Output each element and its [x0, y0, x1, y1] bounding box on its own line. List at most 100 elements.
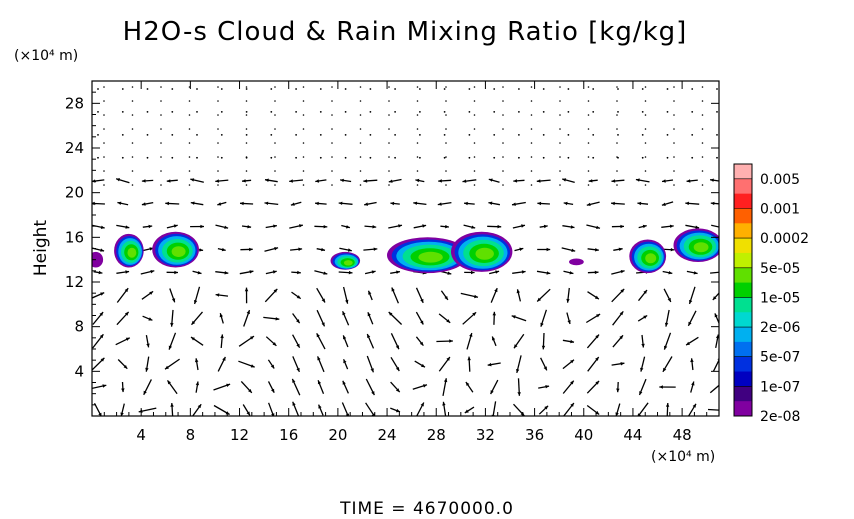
vector-dot — [121, 111, 124, 113]
vector-head — [444, 296, 448, 300]
vector-dot — [443, 134, 446, 136]
vector-head — [720, 270, 724, 273]
x-tick-label: 36 — [525, 426, 544, 444]
vector-dot — [270, 111, 273, 113]
grid-dot — [530, 86, 533, 88]
grid-dot — [701, 184, 704, 186]
vector-head — [273, 224, 277, 228]
vector-dot — [171, 88, 174, 90]
grid-dot — [530, 100, 533, 102]
grid-dot — [245, 128, 248, 130]
vector-shaft — [707, 408, 719, 411]
x-tick-label: 24 — [378, 426, 397, 444]
colorbar-label: 2e-06 — [760, 320, 800, 336]
vector-head — [367, 334, 371, 338]
vector-dot — [319, 88, 322, 90]
vector-head — [474, 294, 478, 299]
vector-head — [488, 178, 493, 182]
vector-head — [368, 290, 372, 295]
vector-dot — [344, 111, 347, 113]
vector-head — [124, 311, 129, 316]
vector-head — [371, 270, 376, 274]
vector-head — [124, 288, 129, 293]
grid-dot — [160, 128, 162, 130]
vector-dot — [344, 134, 347, 136]
vector-head — [665, 403, 670, 407]
vector-dot — [369, 156, 372, 159]
vector-head — [100, 357, 105, 362]
grid-dot — [445, 184, 447, 186]
grid-dot — [445, 114, 447, 116]
grid-dot — [274, 170, 276, 172]
grid-dot — [587, 86, 590, 88]
grid-dot — [188, 170, 191, 172]
vector-head — [570, 339, 574, 344]
vector-head — [171, 298, 176, 303]
grid-dot — [502, 100, 504, 102]
vector-head — [193, 300, 198, 304]
vector-head — [464, 201, 468, 206]
vector-head — [618, 247, 623, 251]
vector-head — [315, 201, 319, 206]
vector-head — [686, 341, 690, 346]
vector-dot — [592, 111, 595, 113]
grid-dot — [616, 128, 618, 130]
vector-head — [323, 225, 328, 229]
vector-head — [224, 225, 229, 229]
colorbar-swatch — [734, 238, 752, 254]
vector-head — [415, 178, 420, 183]
vector-dot — [344, 88, 347, 90]
vector-head — [619, 335, 623, 340]
vector-head — [247, 225, 252, 229]
grid-dot — [103, 114, 105, 116]
grid-dot — [245, 170, 248, 172]
colorbar-swatch — [734, 312, 752, 328]
vector-head — [220, 334, 224, 339]
vector-head — [541, 345, 546, 350]
x-unit-label: (×10⁴ m) — [651, 449, 715, 465]
vector-head — [570, 225, 575, 229]
vector-head — [446, 357, 450, 361]
vector-dot — [394, 88, 396, 90]
vector-head — [221, 247, 226, 252]
grid-dot — [673, 100, 675, 102]
vector-head — [271, 413, 275, 416]
vector-head — [219, 313, 223, 318]
grid-dot — [188, 184, 191, 186]
grid-dot — [160, 142, 162, 144]
colorbar-swatch — [734, 208, 752, 224]
grid-dot — [701, 114, 704, 116]
vector-head — [620, 362, 625, 366]
x-tick-label: 40 — [574, 426, 593, 444]
vector-head — [246, 411, 250, 416]
vector-head — [595, 357, 599, 361]
grid-dot — [445, 128, 447, 130]
grid-dot — [502, 114, 504, 116]
vector-head — [99, 334, 104, 339]
grid-dot — [160, 170, 162, 172]
grid-dot — [587, 128, 590, 130]
vector-head — [420, 298, 424, 303]
vector-head — [141, 202, 146, 206]
vector-head — [316, 333, 320, 338]
y-tick-label: 8 — [74, 318, 84, 336]
vector-head — [197, 404, 202, 409]
vector-head — [174, 270, 178, 275]
vector-head — [536, 179, 541, 183]
grid-dot — [217, 128, 219, 130]
grid-dot — [131, 86, 134, 88]
vector-head — [664, 322, 669, 327]
cloud-cell — [451, 231, 513, 272]
cloud-cell — [569, 258, 584, 266]
grid-dot — [160, 156, 162, 158]
vector-head — [347, 248, 352, 252]
vector-head — [215, 293, 220, 297]
vector-dot — [97, 134, 99, 136]
vector-head — [492, 311, 496, 316]
vector-head — [390, 201, 395, 206]
vector-head — [199, 248, 204, 252]
vector-dot — [592, 134, 595, 136]
grid-dot — [559, 86, 561, 88]
grid-dot — [274, 142, 276, 144]
time-label: TIME = 4670000.0 — [339, 499, 514, 519]
